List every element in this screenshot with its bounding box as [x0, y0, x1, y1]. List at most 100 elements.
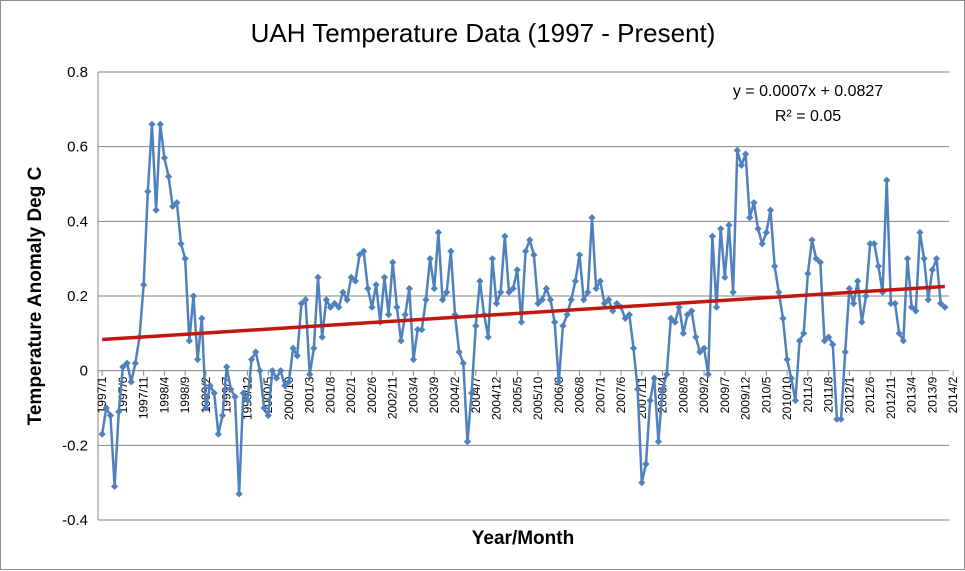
data-point — [696, 348, 704, 356]
data-point — [600, 299, 609, 308]
data-point — [231, 393, 239, 401]
data-point — [795, 337, 804, 345]
data-point — [194, 355, 202, 364]
x-tick-label: 2005/10 — [531, 376, 545, 420]
x-tick-label: 2014/2 — [946, 376, 960, 413]
data-point — [829, 340, 837, 349]
data-point — [588, 214, 596, 222]
data-point — [646, 396, 654, 405]
data-point — [293, 352, 301, 360]
data-point — [447, 247, 455, 255]
data-point — [243, 396, 252, 405]
data-point — [351, 277, 359, 285]
y-tick-label: 0.6 — [67, 139, 88, 156]
x-tick-label: 2001/3 — [303, 376, 317, 413]
data-point — [883, 176, 891, 184]
data-point — [804, 270, 812, 278]
data-point — [297, 299, 306, 308]
x-tick-label: 2012/1 — [842, 376, 856, 413]
x-tick-label: 1997/11 — [137, 376, 151, 419]
data-point — [858, 318, 866, 326]
r-squared: R² = 0.05 — [775, 108, 841, 125]
data-point — [272, 374, 281, 382]
data-point — [874, 262, 883, 270]
data-point — [343, 296, 351, 304]
data-point — [750, 199, 758, 207]
data-point — [164, 172, 173, 181]
data-point — [198, 314, 206, 322]
data-point — [322, 296, 330, 304]
data-point — [708, 232, 716, 240]
data-point — [887, 299, 895, 308]
data-point — [185, 337, 193, 345]
data-point — [754, 225, 762, 233]
x-tick-label: 2001/8 — [323, 376, 337, 413]
data-point — [443, 288, 451, 296]
data-point — [808, 236, 816, 244]
data-point — [542, 284, 550, 293]
x-tick-label: 1999/7 — [220, 376, 234, 413]
data-point — [264, 411, 272, 420]
data-point — [729, 288, 737, 296]
data-point — [679, 329, 687, 337]
data-point — [605, 296, 613, 304]
data-point — [825, 333, 833, 341]
data-point — [563, 311, 571, 319]
x-tick-label: 2004/12 — [490, 376, 504, 420]
data-point — [546, 296, 555, 304]
data-point — [866, 240, 874, 248]
data-point — [538, 296, 546, 304]
data-point — [115, 408, 123, 416]
data-point — [123, 359, 131, 367]
x-tick-label: 2010/5 — [759, 376, 773, 413]
data-point — [717, 225, 725, 233]
data-point — [667, 314, 675, 322]
data-point — [268, 367, 276, 375]
data-point — [783, 355, 791, 364]
x-tick-label: 2005/5 — [510, 376, 524, 413]
data-point — [654, 438, 663, 446]
trend-equation: y = 0.0007x + 0.0827 — [733, 83, 883, 100]
data-point — [281, 382, 289, 390]
data-point — [372, 281, 380, 289]
x-tick-label: 1998/9 — [178, 376, 192, 413]
data-point — [658, 385, 667, 393]
data-point — [771, 262, 779, 270]
data-point — [663, 370, 671, 378]
data-point — [513, 266, 521, 274]
data-point — [683, 311, 692, 319]
x-tick-label: 2011/3 — [801, 376, 815, 412]
data-point — [438, 296, 447, 304]
data-point — [775, 288, 783, 296]
data-point — [908, 303, 916, 311]
data-point — [426, 255, 434, 263]
data-point — [106, 411, 115, 420]
data-point — [671, 318, 679, 326]
data-point — [862, 292, 870, 300]
data-point — [621, 314, 629, 322]
data-point — [140, 281, 148, 289]
data-point — [98, 430, 106, 438]
data-point — [779, 314, 787, 322]
data-point — [854, 277, 862, 285]
data-point — [567, 296, 575, 304]
data-point — [173, 199, 181, 207]
data-point — [256, 367, 264, 375]
data-point — [405, 284, 413, 293]
data-point — [903, 255, 912, 263]
data-point — [401, 311, 409, 319]
y-tick-label: 0.4 — [67, 213, 88, 230]
x-tick-label: 2002/6 — [365, 376, 379, 413]
data-point — [895, 329, 903, 337]
data-point — [580, 296, 588, 304]
data-point — [156, 120, 164, 128]
y-axis-title: Temperature Anomaly Deg C — [25, 166, 46, 425]
data-point — [214, 430, 222, 438]
data-point — [102, 404, 110, 412]
data-point — [492, 299, 501, 308]
x-tick-label: 2002/1 — [344, 376, 358, 413]
data-point — [393, 303, 401, 311]
data-point — [468, 389, 476, 397]
data-point — [912, 307, 920, 315]
